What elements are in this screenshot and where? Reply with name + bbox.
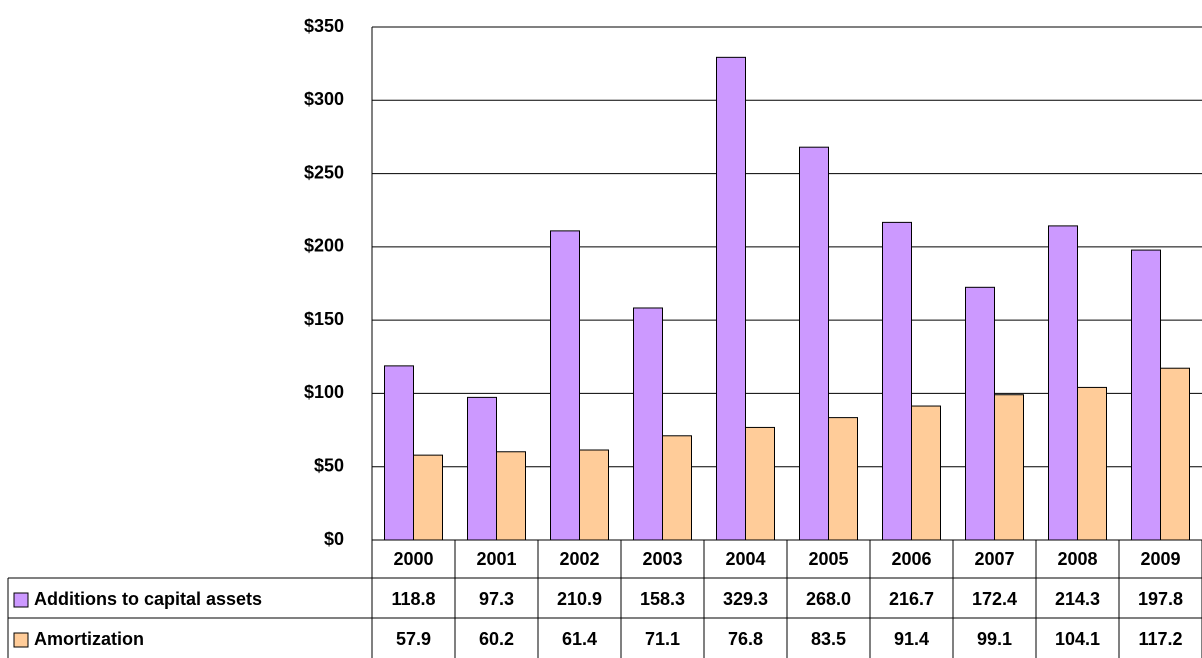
bar bbox=[579, 449, 609, 541]
table-value: 268.0 bbox=[806, 589, 851, 609]
y-tick-label: $350 bbox=[304, 16, 344, 36]
bar bbox=[467, 396, 497, 541]
bar bbox=[1077, 386, 1107, 541]
table-value: 197.8 bbox=[1138, 589, 1183, 609]
x-tick-label: 2003 bbox=[642, 549, 682, 569]
bar bbox=[745, 426, 775, 541]
x-tick-label: 2002 bbox=[559, 549, 599, 569]
bar bbox=[662, 435, 692, 541]
table-value: 71.1 bbox=[645, 629, 680, 649]
table-value: 61.4 bbox=[562, 629, 597, 649]
legend-label: Additions to capital assets bbox=[34, 589, 262, 609]
x-tick-label: 2000 bbox=[393, 549, 433, 569]
table-value: 216.7 bbox=[889, 589, 934, 609]
table-value: 210.9 bbox=[557, 589, 602, 609]
bar bbox=[994, 394, 1024, 541]
legend-label: Amortization bbox=[34, 629, 144, 649]
bar bbox=[1048, 225, 1078, 541]
table-value: 104.1 bbox=[1055, 629, 1100, 649]
table-value: 329.3 bbox=[723, 589, 768, 609]
bar bbox=[828, 417, 858, 541]
table-value: 57.9 bbox=[396, 629, 431, 649]
bar bbox=[384, 365, 414, 541]
bar bbox=[799, 146, 829, 541]
table-value: 60.2 bbox=[479, 629, 514, 649]
x-tick-label: 2004 bbox=[725, 549, 765, 569]
x-tick-label: 2008 bbox=[1057, 549, 1097, 569]
y-tick-label: $300 bbox=[304, 89, 344, 109]
y-tick-label: $100 bbox=[304, 382, 344, 402]
table-value: 99.1 bbox=[977, 629, 1012, 649]
legend-swatch bbox=[13, 632, 29, 648]
table-value: 118.8 bbox=[391, 589, 435, 609]
bar bbox=[550, 230, 580, 541]
table-value: 158.3 bbox=[640, 589, 685, 609]
table-value: 76.8 bbox=[728, 629, 763, 649]
legend-swatch bbox=[13, 592, 29, 608]
bar bbox=[413, 454, 443, 541]
y-tick-label: $150 bbox=[304, 309, 344, 329]
y-tick-label: $200 bbox=[304, 236, 344, 256]
x-tick-label: 2001 bbox=[476, 549, 516, 569]
y-tick-label: $0 bbox=[324, 529, 344, 549]
x-tick-label: 2009 bbox=[1140, 549, 1180, 569]
table-value: 91.4 bbox=[894, 629, 929, 649]
bar bbox=[965, 286, 995, 541]
bar bbox=[882, 221, 912, 541]
bar bbox=[716, 56, 746, 541]
bar bbox=[496, 451, 526, 541]
x-tick-label: 2006 bbox=[891, 549, 931, 569]
bar bbox=[1131, 249, 1161, 541]
y-tick-label: $250 bbox=[304, 162, 344, 182]
bar bbox=[911, 405, 941, 541]
y-tick-label: $50 bbox=[314, 455, 344, 475]
bar bbox=[633, 307, 663, 541]
table-value: 83.5 bbox=[811, 629, 846, 649]
table-value: 214.3 bbox=[1055, 589, 1100, 609]
table-value: 97.3 bbox=[479, 589, 514, 609]
x-tick-label: 2007 bbox=[974, 549, 1014, 569]
table-value: 117.2 bbox=[1138, 629, 1182, 649]
x-tick-label: 2005 bbox=[808, 549, 848, 569]
table-value: 172.4 bbox=[972, 589, 1017, 609]
bar bbox=[1160, 367, 1190, 541]
